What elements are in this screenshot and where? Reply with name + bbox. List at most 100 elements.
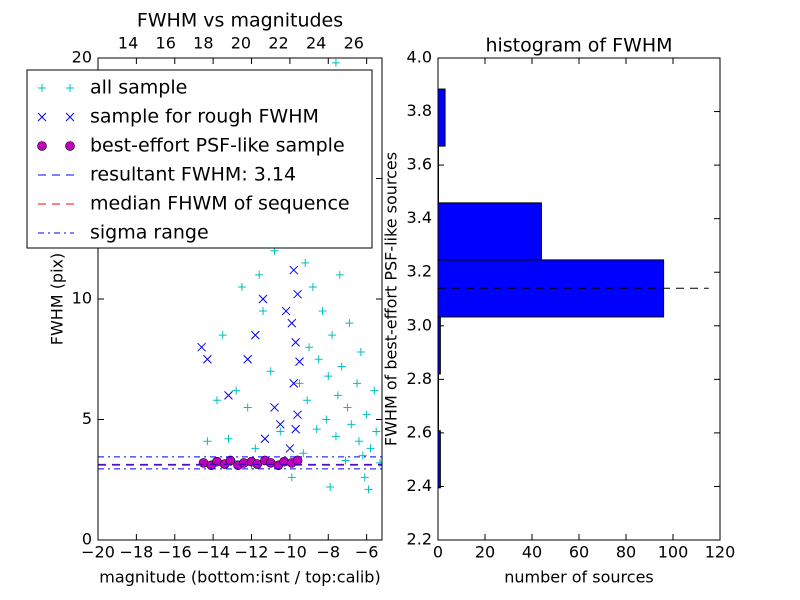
point [243, 354, 253, 364]
point [314, 355, 323, 364]
legend-label: sample for rough FWHM [90, 106, 319, 128]
point [203, 354, 212, 364]
marks [98, 58, 382, 494]
chart-title: histogram of FWHM [485, 35, 672, 57]
point [362, 410, 371, 419]
point [328, 331, 337, 340]
x-tick-label: −8 [316, 543, 340, 562]
point [299, 449, 308, 458]
point [318, 307, 327, 316]
x-tick-label: 100 [658, 543, 689, 562]
point [303, 396, 312, 405]
point [65, 112, 75, 122]
point [293, 410, 302, 420]
point [331, 58, 340, 67]
y-tick-label: 2.6 [407, 422, 432, 441]
x-tick-label: −20 [81, 543, 115, 562]
x-tick-label: 80 [616, 543, 636, 562]
x-tick-label: 20 [475, 543, 495, 562]
point [366, 444, 375, 453]
point [358, 451, 367, 460]
point [372, 427, 381, 436]
y-tick-label: 0 [82, 530, 92, 549]
y-tick-label: 2.2 [407, 530, 432, 549]
y-tick-label: 3.2 [407, 262, 432, 281]
point [232, 386, 241, 395]
legend-label: all sample [90, 77, 187, 99]
point [281, 306, 291, 316]
x-tick-label: −12 [235, 543, 269, 562]
point [331, 432, 340, 441]
y-tick-label: 20 [72, 48, 92, 67]
x-tick-label: −14 [196, 543, 230, 562]
y-tick-label: 4.0 [407, 48, 432, 67]
point [353, 379, 362, 388]
y-axis-label: FWHM of best-effort PSF-like sources [382, 152, 401, 446]
point [364, 485, 373, 494]
axes-frame [97, 57, 383, 541]
point [287, 318, 297, 328]
x-tick-label: 120 [705, 543, 736, 562]
point [66, 84, 74, 92]
point [38, 84, 46, 92]
x-tick-label: −10 [273, 543, 307, 562]
top-tick-label: 16 [156, 34, 176, 53]
top-tick-label: 20 [231, 34, 251, 53]
x-axis-label: magnitude (bottom:isnt / top:calib) [99, 568, 380, 587]
point [326, 482, 335, 491]
point [341, 456, 350, 465]
axes-frame [437, 57, 721, 541]
point [291, 338, 301, 347]
plot-area [98, 58, 382, 494]
point [197, 342, 206, 352]
legend-label: resultant FWHM: 3.14 [90, 164, 296, 186]
point [301, 258, 310, 267]
point [255, 270, 264, 279]
y-tick-label: 3.0 [407, 315, 432, 334]
point [266, 367, 275, 376]
y-tick-label: 10 [72, 289, 92, 308]
point [212, 396, 221, 405]
x-tick-label: −18 [119, 543, 153, 562]
legend-label: best-effort PSF-like sample [90, 135, 345, 157]
point [37, 141, 47, 151]
point [360, 473, 369, 482]
x-tick-label: 60 [569, 543, 589, 562]
point [305, 343, 314, 352]
point [243, 403, 252, 412]
point [289, 265, 299, 275]
point [312, 425, 321, 434]
legend-label: median FHWM of sequence [90, 193, 350, 215]
chart-title: FWHM vs magnitudes [137, 10, 343, 32]
point [285, 444, 295, 453]
point [275, 419, 285, 429]
point [37, 112, 47, 122]
bar [437, 202, 542, 261]
point [295, 379, 304, 388]
bar [437, 88, 446, 147]
legend-label: sigma range [90, 222, 209, 244]
point [218, 331, 227, 340]
y-tick-label: 2.4 [407, 476, 432, 495]
point [345, 319, 354, 328]
top-tick-label: 24 [306, 34, 326, 53]
point [322, 415, 331, 424]
point [287, 473, 296, 482]
top-tick-label: 22 [268, 34, 288, 53]
y-axis-label: FWHM (pix) [48, 253, 67, 346]
point [293, 289, 302, 299]
point [258, 294, 268, 304]
point [224, 434, 233, 443]
point [259, 307, 268, 316]
point [337, 362, 346, 371]
point [224, 391, 233, 400]
legend: all sample sample for rough FWHM best-effo… [26, 69, 373, 249]
point [237, 282, 246, 291]
point [250, 330, 260, 340]
y-tick-label: 3.8 [407, 101, 432, 120]
x-tick-label: −16 [158, 543, 192, 562]
point [354, 437, 363, 446]
point [324, 372, 333, 381]
point [333, 391, 342, 400]
